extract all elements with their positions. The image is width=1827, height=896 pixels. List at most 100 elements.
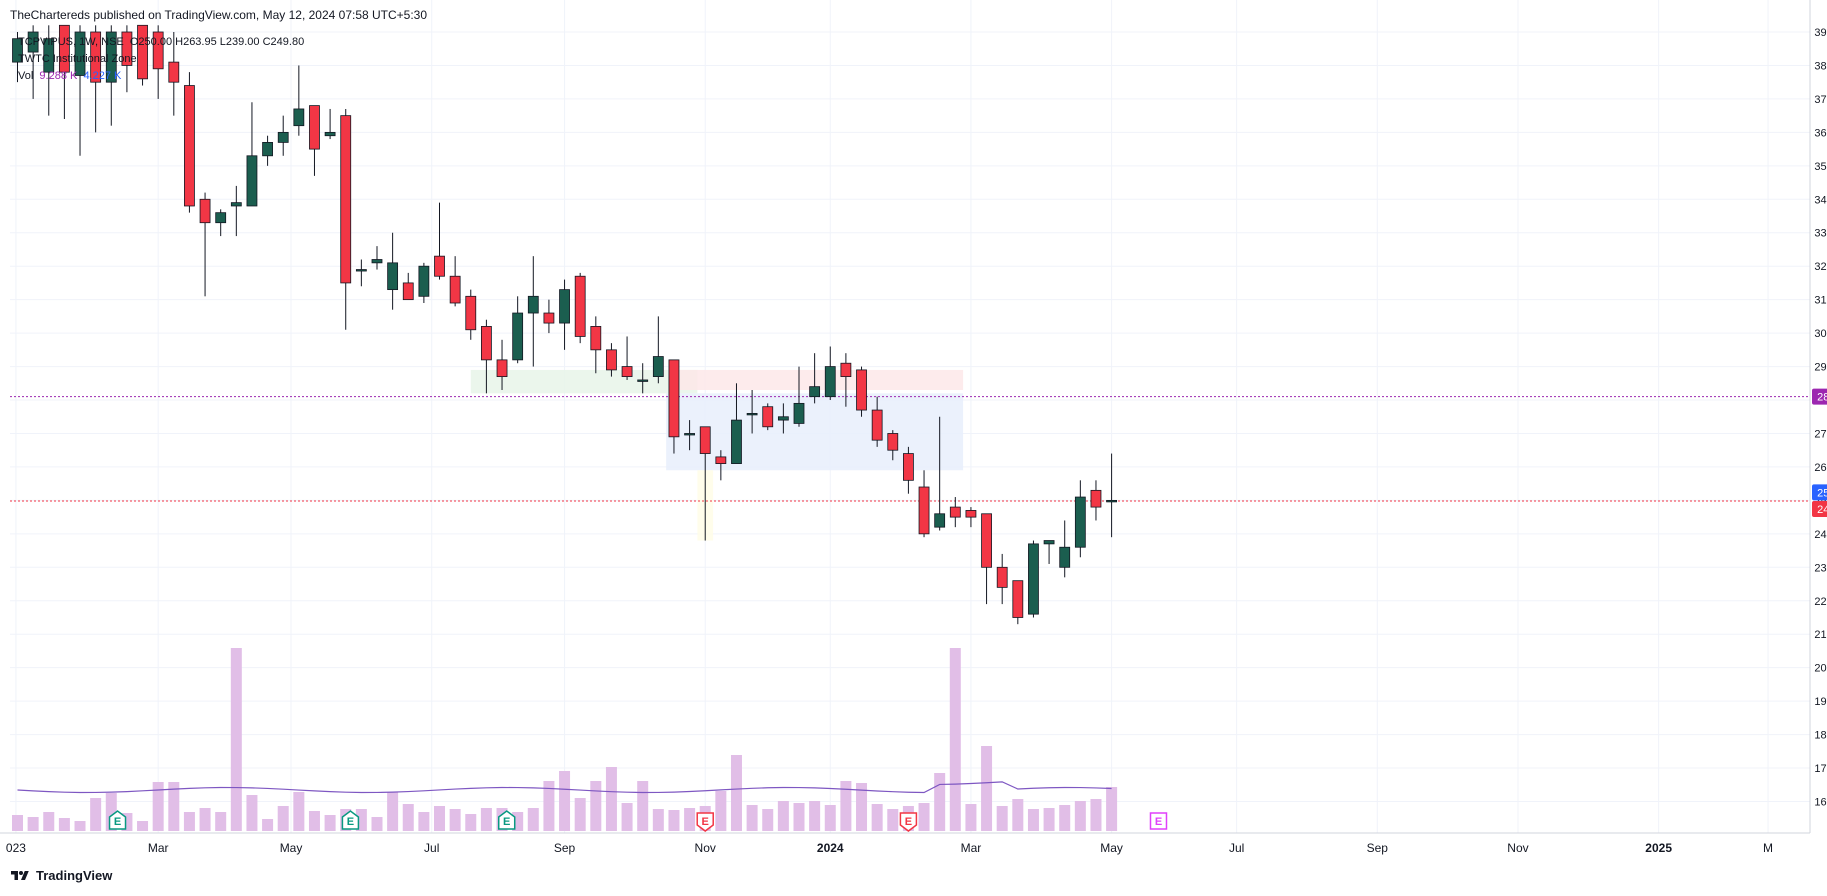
- candle-down[interactable]: [90, 31, 102, 83]
- tradingview-footer[interactable]: TradingView: [10, 868, 112, 883]
- candle-up[interactable]: [418, 265, 430, 297]
- candle-up[interactable]: [1059, 546, 1071, 568]
- institutional-zone-red[interactable]: [673, 369, 964, 390]
- candle-up[interactable]: [731, 419, 742, 464]
- candle-up[interactable]: [652, 356, 664, 378]
- legend-symbol-row[interactable]: TCPVIPUS, 1W, NSE O250.00 H263.95 L239.0…: [18, 34, 304, 51]
- candle-up[interactable]: [793, 402, 805, 424]
- candle-down[interactable]: [574, 275, 586, 337]
- candle-down[interactable]: [434, 255, 445, 277]
- candle-up[interactable]: [559, 289, 570, 324]
- candle-up[interactable]: [277, 131, 289, 143]
- axis-price-badge[interactable]: [1812, 388, 1827, 405]
- candle-down[interactable]: [1090, 489, 1102, 508]
- earnings-marker-icon[interactable]: [899, 812, 918, 832]
- candle-down[interactable]: [496, 359, 508, 378]
- candle-down[interactable]: [981, 513, 992, 568]
- earnings-marker-icon[interactable]: [341, 810, 360, 830]
- candle-down[interactable]: [871, 409, 883, 441]
- candle-up[interactable]: [809, 386, 821, 398]
- earnings-marker-icon[interactable]: [1149, 812, 1168, 830]
- candle-up[interactable]: [1043, 540, 1055, 545]
- candle-down[interactable]: [168, 61, 180, 83]
- candle-down[interactable]: [449, 275, 461, 304]
- candle-down[interactable]: [309, 105, 320, 150]
- candle-down[interactable]: [996, 566, 1008, 588]
- candle-up[interactable]: [293, 108, 305, 127]
- legend-indicator-row[interactable]: TWTC Institutional Zone: [18, 51, 304, 68]
- price-tick-label: 200.00: [1814, 663, 1827, 675]
- candle-up[interactable]: [246, 155, 258, 207]
- candle-up[interactable]: [371, 259, 383, 264]
- candle-up[interactable]: [527, 295, 539, 314]
- candle-down[interactable]: [402, 282, 414, 301]
- earnings-marker-icon[interactable]: [497, 810, 516, 830]
- candle-up[interactable]: [12, 38, 23, 63]
- candle-down[interactable]: [965, 510, 977, 518]
- candle-down[interactable]: [58, 24, 70, 73]
- axis-price-badge[interactable]: [1812, 501, 1827, 518]
- volume-bar: [543, 781, 555, 831]
- candle-up[interactable]: [105, 31, 117, 83]
- legend-symbol[interactable]: TCPVIPUS, 1W, NSE: [18, 36, 124, 48]
- candle-down[interactable]: [762, 406, 774, 428]
- institutional-zone-blue[interactable]: [666, 393, 964, 471]
- candle-down[interactable]: [590, 326, 602, 351]
- candle-down[interactable]: [480, 326, 492, 361]
- axis-price-badge[interactable]: [1812, 484, 1827, 501]
- volume-bar: [168, 782, 180, 831]
- volume-bar: [1074, 801, 1086, 831]
- candle-up[interactable]: [43, 38, 55, 73]
- candle-down[interactable]: [1012, 580, 1024, 618]
- candle-down[interactable]: [918, 486, 930, 535]
- candle-up[interactable]: [230, 202, 242, 207]
- candle-up[interactable]: [27, 31, 39, 53]
- institutional-zone-green[interactable]: [470, 369, 698, 394]
- candle-down[interactable]: [621, 366, 633, 378]
- volume-bar: [262, 819, 274, 831]
- candle-up[interactable]: [777, 416, 789, 421]
- candle-down[interactable]: [699, 426, 711, 454]
- candle-down[interactable]: [465, 295, 477, 331]
- candle-up[interactable]: [1074, 496, 1086, 548]
- legend-ohlc: O250.00 H263.95 L239.00 C249.80: [129, 36, 305, 48]
- earnings-marker-icon[interactable]: [108, 810, 127, 830]
- candle-up[interactable]: [1028, 543, 1039, 615]
- legend-volume-row[interactable]: Vol 9.288 K 4.227 K: [18, 68, 304, 85]
- candle-down[interactable]: [543, 312, 555, 324]
- candle-up[interactable]: [512, 312, 524, 361]
- candle-up[interactable]: [324, 131, 336, 137]
- candle-up[interactable]: [262, 142, 273, 157]
- candle-down[interactable]: [121, 31, 133, 66]
- time-tick-label: May: [280, 841, 303, 855]
- candle-down[interactable]: [715, 456, 727, 464]
- candle-up[interactable]: [1106, 499, 1117, 503]
- candle-down[interactable]: [152, 31, 164, 70]
- volume-bar: [105, 793, 117, 831]
- candle-down[interactable]: [856, 369, 867, 411]
- candle-up[interactable]: [74, 31, 86, 76]
- candle-up[interactable]: [684, 433, 695, 436]
- time-tick-label: 2025: [1645, 841, 1672, 855]
- candle-up[interactable]: [215, 212, 227, 224]
- legend-indicator-name[interactable]: TWTC Institutional Zone: [18, 53, 137, 65]
- candle-down[interactable]: [340, 115, 352, 284]
- candle-up[interactable]: [824, 366, 836, 398]
- candle-down[interactable]: [903, 453, 914, 481]
- volume-bar: [981, 746, 993, 831]
- candle-down[interactable]: [668, 359, 680, 438]
- candle-up[interactable]: [355, 269, 367, 272]
- candle-down[interactable]: [887, 433, 899, 451]
- candle-up[interactable]: [934, 513, 946, 528]
- candle-up[interactable]: [746, 413, 758, 416]
- candle-down[interactable]: [199, 198, 211, 224]
- candle-down[interactable]: [184, 85, 195, 207]
- candle-up[interactable]: [387, 262, 399, 291]
- candle-down[interactable]: [840, 362, 852, 378]
- candle-down[interactable]: [949, 506, 961, 518]
- candle-down[interactable]: [137, 24, 148, 80]
- earnings-marker-icon[interactable]: [696, 812, 714, 832]
- candle-down[interactable]: [606, 349, 617, 371]
- candle-up[interactable]: [637, 379, 649, 382]
